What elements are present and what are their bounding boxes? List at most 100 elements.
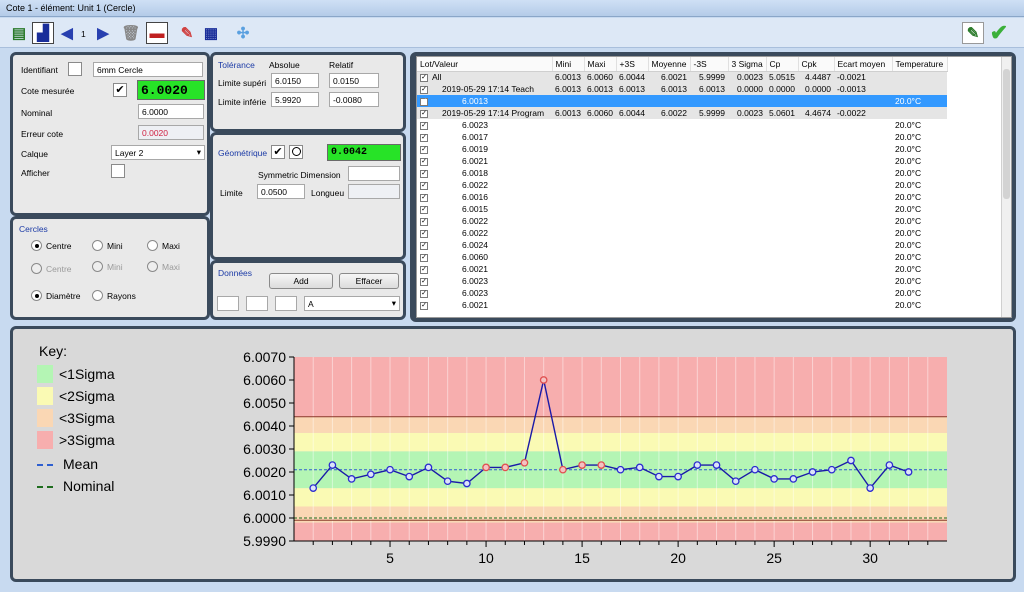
table-row[interactable]: ✓ 6.0018 20.0°C [417, 167, 947, 179]
table-row[interactable]: ✓ 6.0023 20.0°C [417, 287, 947, 299]
table-row[interactable]: ✓ 6.0022 20.0°C [417, 227, 947, 239]
table-row[interactable]: ✓ 6.0060 20.0°C [417, 251, 947, 263]
row-checkbox[interactable]: ✓ [420, 265, 428, 274]
table-row[interactable]: ✓ 6.0021 20.0°C [417, 299, 947, 311]
ok-check-icon[interactable]: ✔ [989, 20, 1009, 45]
calque-label: Calque [21, 149, 48, 159]
limite-field[interactable]: 0.0500 [257, 184, 305, 199]
row-checkbox[interactable]: ✓ [420, 181, 428, 190]
donnees-field-2[interactable] [246, 296, 268, 311]
grid-icon[interactable]: ▦ [203, 25, 219, 42]
donnees-field-3[interactable] [275, 296, 297, 311]
row-checkbox[interactable]: ✓ [420, 217, 428, 226]
column-header[interactable]: Cpk [798, 57, 835, 72]
column-header[interactable]: +3S [616, 57, 649, 72]
table-row[interactable]: ✓ All 6.0013 6.0060 6.0044 6.0021 5.9999 0.0023… [417, 71, 947, 83]
table-row[interactable]: ✓ 6.0024 20.0°C [417, 239, 947, 251]
row-checkbox[interactable]: ✓ [420, 169, 428, 178]
row-checkbox[interactable]: ✓ [420, 277, 428, 286]
row-checkbox[interactable]: ✓ [420, 253, 428, 262]
chart-icon[interactable]: ▟ [32, 22, 54, 44]
limite-inf-rel-field[interactable]: -0.0080 [329, 92, 379, 107]
edit-icon[interactable]: ✎ [180, 25, 194, 42]
trash-icon[interactable]: 🗑 [121, 25, 141, 42]
nominal-field[interactable]: 6.0000 [138, 104, 204, 119]
limite-inf-abs-field[interactable]: 5.9920 [271, 92, 319, 107]
radio-centre[interactable] [31, 240, 42, 251]
calque-select[interactable]: Layer 2 ▾ [111, 145, 205, 160]
row-checkbox[interactable]: ✓ [420, 229, 428, 238]
column-header[interactable]: Mini [552, 57, 585, 72]
geometrique-value: 0.0042 [327, 144, 401, 161]
name-field[interactable]: 6mm Cercle [93, 62, 203, 77]
donnees-field-1[interactable] [217, 296, 239, 311]
arrow-left-icon[interactable]: ◀ [61, 25, 73, 42]
table-row[interactable]: ✓ 6.0017 20.0°C [417, 131, 947, 143]
cell: 20.0°C [895, 168, 922, 178]
effacer-button[interactable]: Effacer [339, 273, 399, 289]
longueur-field[interactable] [348, 184, 400, 199]
row-checkbox[interactable]: ✓ [420, 145, 428, 154]
table-row[interactable]: ✓ 2019-05-29 17:14 Program 6.0013 6.0060 6.0… [417, 107, 947, 119]
row-label: 6.0021 [462, 156, 488, 166]
table-row[interactable]: ✓ 2019-05-29 17:14 Teach 6.0013 6.0013 6.001… [417, 83, 947, 95]
table-row[interactable]: ✓ 6.0019 20.0°C [417, 143, 947, 155]
cell [616, 131, 648, 143]
column-header[interactable]: Moyenne [648, 57, 691, 72]
geometrique-checkbox[interactable]: ✔ [271, 145, 285, 159]
table-row[interactable]: ✓ 6.0013 20.0°C [417, 95, 947, 107]
row-checkbox[interactable]: ✓ [420, 289, 428, 298]
table-row[interactable]: ✓ 6.0022 20.0°C [417, 179, 947, 191]
export-icon[interactable]: ▬ [146, 22, 168, 44]
row-checkbox[interactable]: ✓ [420, 205, 428, 214]
identifiant-checkbox[interactable] [68, 62, 82, 76]
column-header[interactable]: 3 Sigma [728, 57, 767, 72]
document-icon[interactable]: ▤ [11, 25, 27, 42]
table-row[interactable]: ✓ 6.0021 20.0°C [417, 263, 947, 275]
row-checkbox[interactable]: ✓ [420, 301, 428, 310]
table-row[interactable]: ✓ 6.0022 20.0°C [417, 215, 947, 227]
add-button[interactable]: Add [269, 273, 333, 289]
radio-maxi[interactable] [147, 240, 158, 251]
limite-sup-abs-field[interactable]: 6.0150 [271, 73, 319, 88]
cell: 0.0000 [798, 83, 834, 95]
column-header[interactable]: Temperature [892, 57, 948, 72]
row-checkbox[interactable]: ✓ [420, 241, 428, 250]
radio-centre-2 [31, 263, 42, 274]
donnees-select[interactable]: A ▾ [304, 296, 400, 311]
cell [690, 179, 728, 191]
symmetric-dimension-field[interactable] [348, 166, 400, 181]
column-header[interactable]: Lot/Valeur [417, 57, 553, 72]
cell [798, 287, 834, 299]
cote-mesuree-checkbox[interactable]: ✔ [113, 83, 127, 97]
table-row[interactable]: ✓ 6.0021 20.0°C [417, 155, 947, 167]
column-header[interactable]: Ecart moyen [834, 57, 893, 72]
scrollbar-thumb[interactable] [1003, 69, 1010, 199]
row-checkbox[interactable]: ✓ [420, 74, 428, 82]
column-header[interactable]: -3S [690, 57, 729, 72]
row-checkbox[interactable]: ✓ [420, 109, 428, 118]
network-icon[interactable]: ✣ [236, 25, 250, 42]
radio-diametre[interactable] [31, 290, 42, 301]
arrow-right-icon[interactable]: ▶ [97, 25, 109, 42]
table-row[interactable]: ✓ 6.0016 20.0°C [417, 191, 947, 203]
row-checkbox[interactable]: ✓ [420, 85, 428, 94]
column-header[interactable]: Maxi [584, 57, 617, 72]
radio-mini[interactable] [92, 240, 103, 251]
row-checkbox[interactable]: ✓ [420, 97, 428, 106]
vertical-scrollbar[interactable] [1001, 57, 1011, 317]
limite-sup-rel-field[interactable]: 0.0150 [329, 73, 379, 88]
row-checkbox[interactable]: ✓ [420, 193, 428, 202]
row-checkbox[interactable]: ✓ [420, 121, 428, 130]
table-row[interactable]: ✓ 6.0023 20.0°C [417, 119, 947, 131]
radio-rayons[interactable] [92, 290, 103, 301]
table-row[interactable]: ✓ 6.0015 20.0°C [417, 203, 947, 215]
afficher-checkbox[interactable] [111, 164, 125, 178]
row-checkbox[interactable]: ✓ [420, 157, 428, 166]
column-header[interactable]: Cp [766, 57, 799, 72]
circle-icon[interactable] [289, 145, 303, 159]
row-checkbox[interactable]: ✓ [420, 133, 428, 142]
table-row[interactable]: ✓ 6.0023 20.0°C [417, 275, 947, 287]
approve-icon[interactable]: ✎ [962, 22, 984, 44]
cell [648, 191, 690, 203]
